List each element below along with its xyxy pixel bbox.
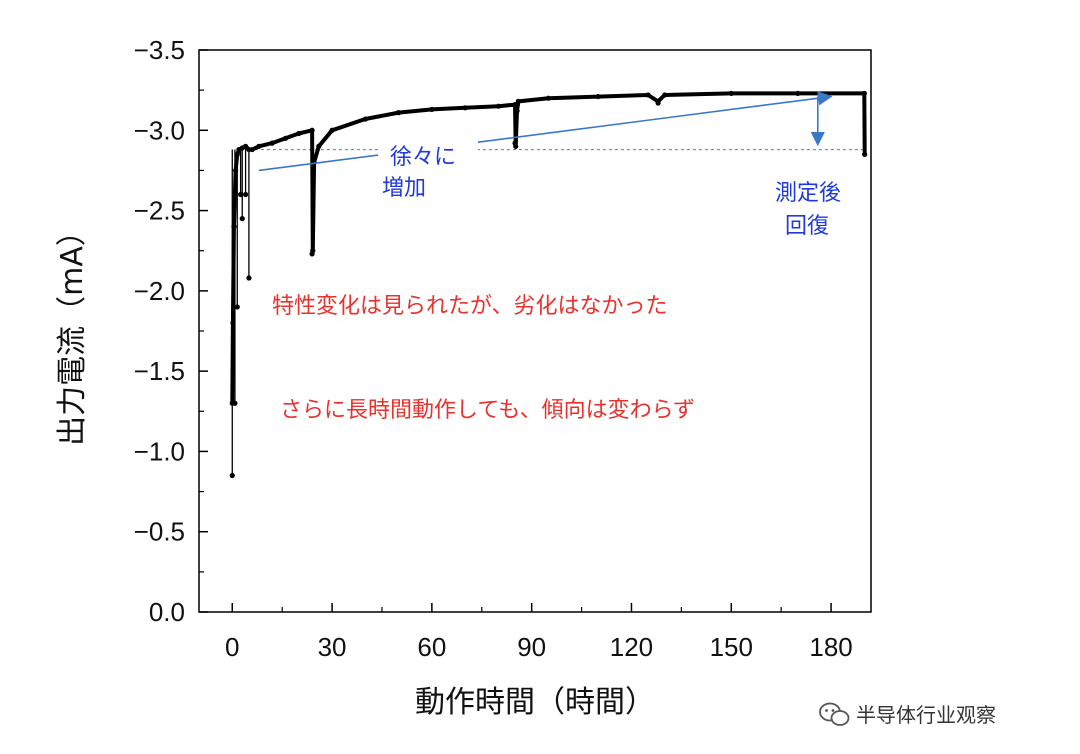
dip-point <box>242 191 249 198</box>
y-tick-label: −1.5 <box>134 356 185 386</box>
y-tick-label: −2.5 <box>134 196 185 226</box>
data-point <box>242 143 249 149</box>
x-axis-ticks: 0 30 60 90 120 150 180 <box>225 603 853 662</box>
data-point <box>269 140 275 146</box>
series-line <box>230 91 867 404</box>
y-tick-label: −3.0 <box>134 115 185 145</box>
y-axis-title: 出力電流（mA） <box>55 216 90 446</box>
data-point <box>296 130 302 137</box>
data-point <box>795 90 801 96</box>
dip-point <box>512 140 518 146</box>
y-tick-label: −1.0 <box>134 436 185 466</box>
wechat-icon <box>819 702 850 726</box>
dip-point <box>234 304 240 310</box>
data-point <box>249 146 255 153</box>
y-axis-ticks: 0.0 −0.5 −1.0 −1.5 −2.0 −2.5 −3.0 −3.5 <box>134 35 208 627</box>
x-tick-label: 90 <box>517 632 546 662</box>
annotation-recovery-line2: 回復 <box>785 214 829 239</box>
x-axis-title: 動作時間（時間） <box>415 685 655 720</box>
y-tick-label: −0.5 <box>134 517 185 547</box>
data-point <box>396 110 402 116</box>
data-point <box>256 143 262 149</box>
data-point <box>515 98 521 104</box>
x-tick-label: 30 <box>318 632 347 662</box>
dip-point <box>246 275 252 281</box>
dip-point <box>309 251 315 257</box>
y-tick-label: 0.0 <box>149 597 185 627</box>
dip-point <box>655 100 661 106</box>
data-point <box>545 95 551 101</box>
watermark: 半导体行业观察 <box>819 702 996 727</box>
data-point <box>861 90 867 96</box>
x-tick-label: 150 <box>710 632 753 662</box>
annotation-note1: 特性変化は見られたが、劣化はなかった <box>272 294 668 319</box>
dip-layer <box>229 100 661 479</box>
arrow-layer <box>258 91 833 172</box>
data-point <box>728 90 734 96</box>
annotation-gradual: 徐々に 増加 <box>378 140 478 202</box>
data-point <box>282 135 289 141</box>
dip-point <box>232 400 238 406</box>
y-tick-label: −3.5 <box>134 35 185 65</box>
annotation-gradual-line2: 増加 <box>382 176 426 201</box>
data-point <box>316 143 322 149</box>
series-layer <box>229 90 868 406</box>
annotation-recovery: 測定後 回復 <box>775 181 841 239</box>
data-point <box>329 127 335 133</box>
watermark-text: 半导体行业观察 <box>856 703 996 727</box>
dip-point <box>229 472 235 479</box>
y-tick-label: −2.0 <box>134 276 185 306</box>
data-point <box>862 151 868 157</box>
data-point <box>362 116 368 122</box>
x-tick-label: 180 <box>809 632 852 662</box>
data-point <box>514 108 520 114</box>
data-point <box>462 105 468 111</box>
data-point <box>495 103 502 109</box>
annotation-gradual-line1: 徐々に <box>390 145 456 170</box>
dip-point <box>239 216 245 222</box>
trend-arrow <box>258 91 833 172</box>
annotation-recovery-line1: 測定後 <box>775 181 841 206</box>
data-point <box>662 92 668 98</box>
data-point <box>645 92 651 98</box>
x-tick-label: 120 <box>610 632 653 662</box>
data-point <box>595 93 601 100</box>
annotation-note2: さらに長時間動作しても、傾向は変わらず <box>280 398 695 423</box>
x-tick-label: 0 <box>225 632 239 662</box>
data-point <box>429 106 435 113</box>
x-tick-label: 60 <box>417 632 446 662</box>
plot-frame <box>198 49 872 613</box>
